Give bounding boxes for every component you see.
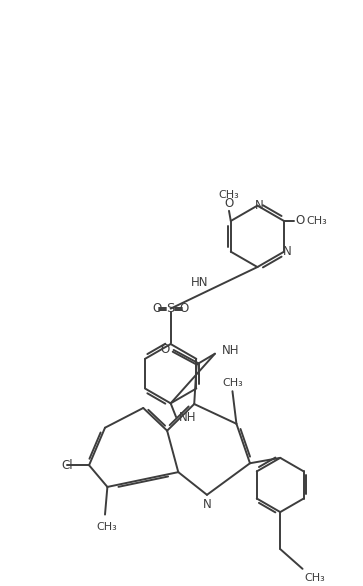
Text: N: N xyxy=(255,199,264,212)
Text: CH₃: CH₃ xyxy=(304,573,325,583)
Text: S: S xyxy=(167,302,175,315)
Text: NH: NH xyxy=(221,343,239,357)
Text: Cl: Cl xyxy=(61,459,73,472)
Text: O: O xyxy=(295,214,305,227)
Text: CH₃: CH₃ xyxy=(222,377,243,387)
Text: N: N xyxy=(282,245,291,258)
Text: O: O xyxy=(152,302,162,315)
Text: O: O xyxy=(224,197,234,210)
Text: O: O xyxy=(180,302,189,315)
Text: CH₃: CH₃ xyxy=(219,190,239,200)
Text: N: N xyxy=(203,499,212,512)
Text: CH₃: CH₃ xyxy=(97,522,117,532)
Text: HN: HN xyxy=(191,276,209,289)
Text: NH: NH xyxy=(179,411,196,424)
Text: O: O xyxy=(160,343,170,356)
Text: CH₃: CH₃ xyxy=(306,216,327,226)
